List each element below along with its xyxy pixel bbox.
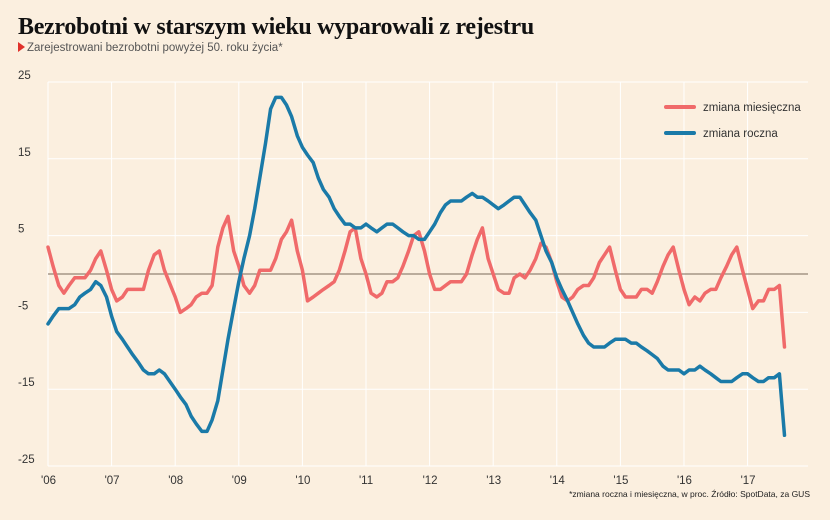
y-tick-label: 15 (18, 147, 31, 159)
chart-title: Bezrobotni w starszym wieku wyparowali z… (18, 14, 534, 40)
x-tick-label: '17 (741, 475, 756, 487)
x-tick-label: '06 (41, 475, 56, 487)
legend-label-monthly: zmiana miesięczna (703, 102, 801, 114)
series-line-monthly (46, 214, 787, 349)
chart-subtitle: Zarejestrowani bezrobotni powyżej 50. ro… (18, 42, 283, 54)
x-tick-label: '16 (677, 475, 692, 487)
series-lines (46, 95, 787, 438)
y-tick-label: -5 (18, 300, 28, 312)
y-tick-label: -25 (18, 454, 35, 466)
legend: zmiana miesięczna zmiana roczna (664, 102, 801, 140)
x-tick-label: '15 (613, 475, 628, 487)
x-tick-label: '07 (105, 475, 120, 487)
x-axis-ticks: '06 '07 '08 '09 '10 '11 '12 '13 '14 '15 '16 '17 (41, 475, 756, 487)
x-tick-label: '12 (423, 475, 438, 487)
y-tick-label: 5 (18, 224, 24, 236)
x-tick-label: '13 (486, 475, 501, 487)
subtitle-text: Zarejestrowani bezrobotni powyżej 50. ro… (27, 42, 283, 54)
x-tick-label: '08 (168, 475, 183, 487)
x-tick-label: '10 (295, 475, 310, 487)
series-line-annual (46, 95, 787, 438)
source-note: *zmiana roczna i miesięczna, w proc. Źró… (569, 489, 810, 499)
y-tick-label: 25 (18, 70, 31, 82)
legend-label-annual: zmiana roczna (703, 128, 778, 140)
y-tick-label: -15 (18, 377, 35, 389)
x-tick-label: '14 (550, 475, 566, 487)
x-tick-label: '11 (359, 475, 373, 487)
y-axis-ticks: 25 15 5 -5 -15 -25 (18, 70, 35, 466)
x-tick-label: '09 (232, 475, 247, 487)
red-triangle-icon (18, 42, 25, 52)
